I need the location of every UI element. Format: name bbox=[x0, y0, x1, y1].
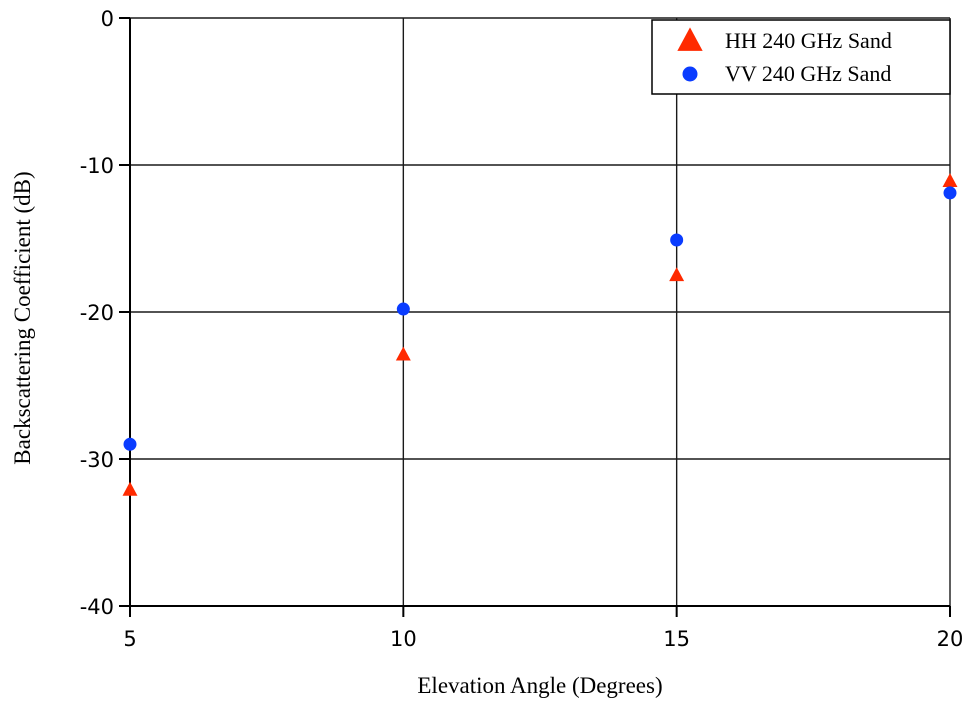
tick-labels: 0 -10 -20 -30 -40 5 10 15 20 bbox=[80, 7, 964, 651]
y-axis-title: Backscattering Coefficient (dB) bbox=[10, 171, 35, 464]
legend-marker bbox=[677, 27, 703, 51]
x-tick-label: 10 bbox=[390, 627, 417, 651]
data-point bbox=[123, 437, 137, 451]
data-point bbox=[122, 481, 138, 496]
axes bbox=[119, 17, 951, 617]
y-tick-label: -40 bbox=[80, 595, 114, 619]
series-hh bbox=[122, 173, 958, 496]
data-points bbox=[122, 173, 958, 496]
legend-box bbox=[651, 19, 951, 95]
x-tick-label: 5 bbox=[123, 627, 136, 651]
legend-label: HH 240 GHz Sand bbox=[725, 28, 892, 53]
x-axis-title: Elevation Angle (Degrees) bbox=[417, 673, 662, 698]
data-point bbox=[669, 267, 685, 282]
data-point bbox=[395, 346, 411, 361]
data-point bbox=[670, 233, 684, 247]
series-vv bbox=[123, 186, 957, 451]
legend: HH 240 GHz Sand VV 240 GHz Sand bbox=[651, 19, 951, 95]
y-tick-label: -20 bbox=[80, 301, 114, 325]
y-tick-label: -30 bbox=[80, 448, 114, 472]
data-point bbox=[943, 186, 957, 200]
legend-label: VV 240 GHz Sand bbox=[725, 61, 891, 86]
x-tick-label: 20 bbox=[937, 627, 964, 651]
data-point bbox=[396, 302, 410, 316]
x-tick-label: 15 bbox=[663, 627, 690, 651]
data-point bbox=[942, 173, 958, 188]
grid bbox=[129, 17, 951, 607]
y-tick-label: -10 bbox=[80, 154, 114, 178]
y-tick-label: 0 bbox=[101, 7, 114, 31]
legend-marker bbox=[682, 66, 698, 82]
